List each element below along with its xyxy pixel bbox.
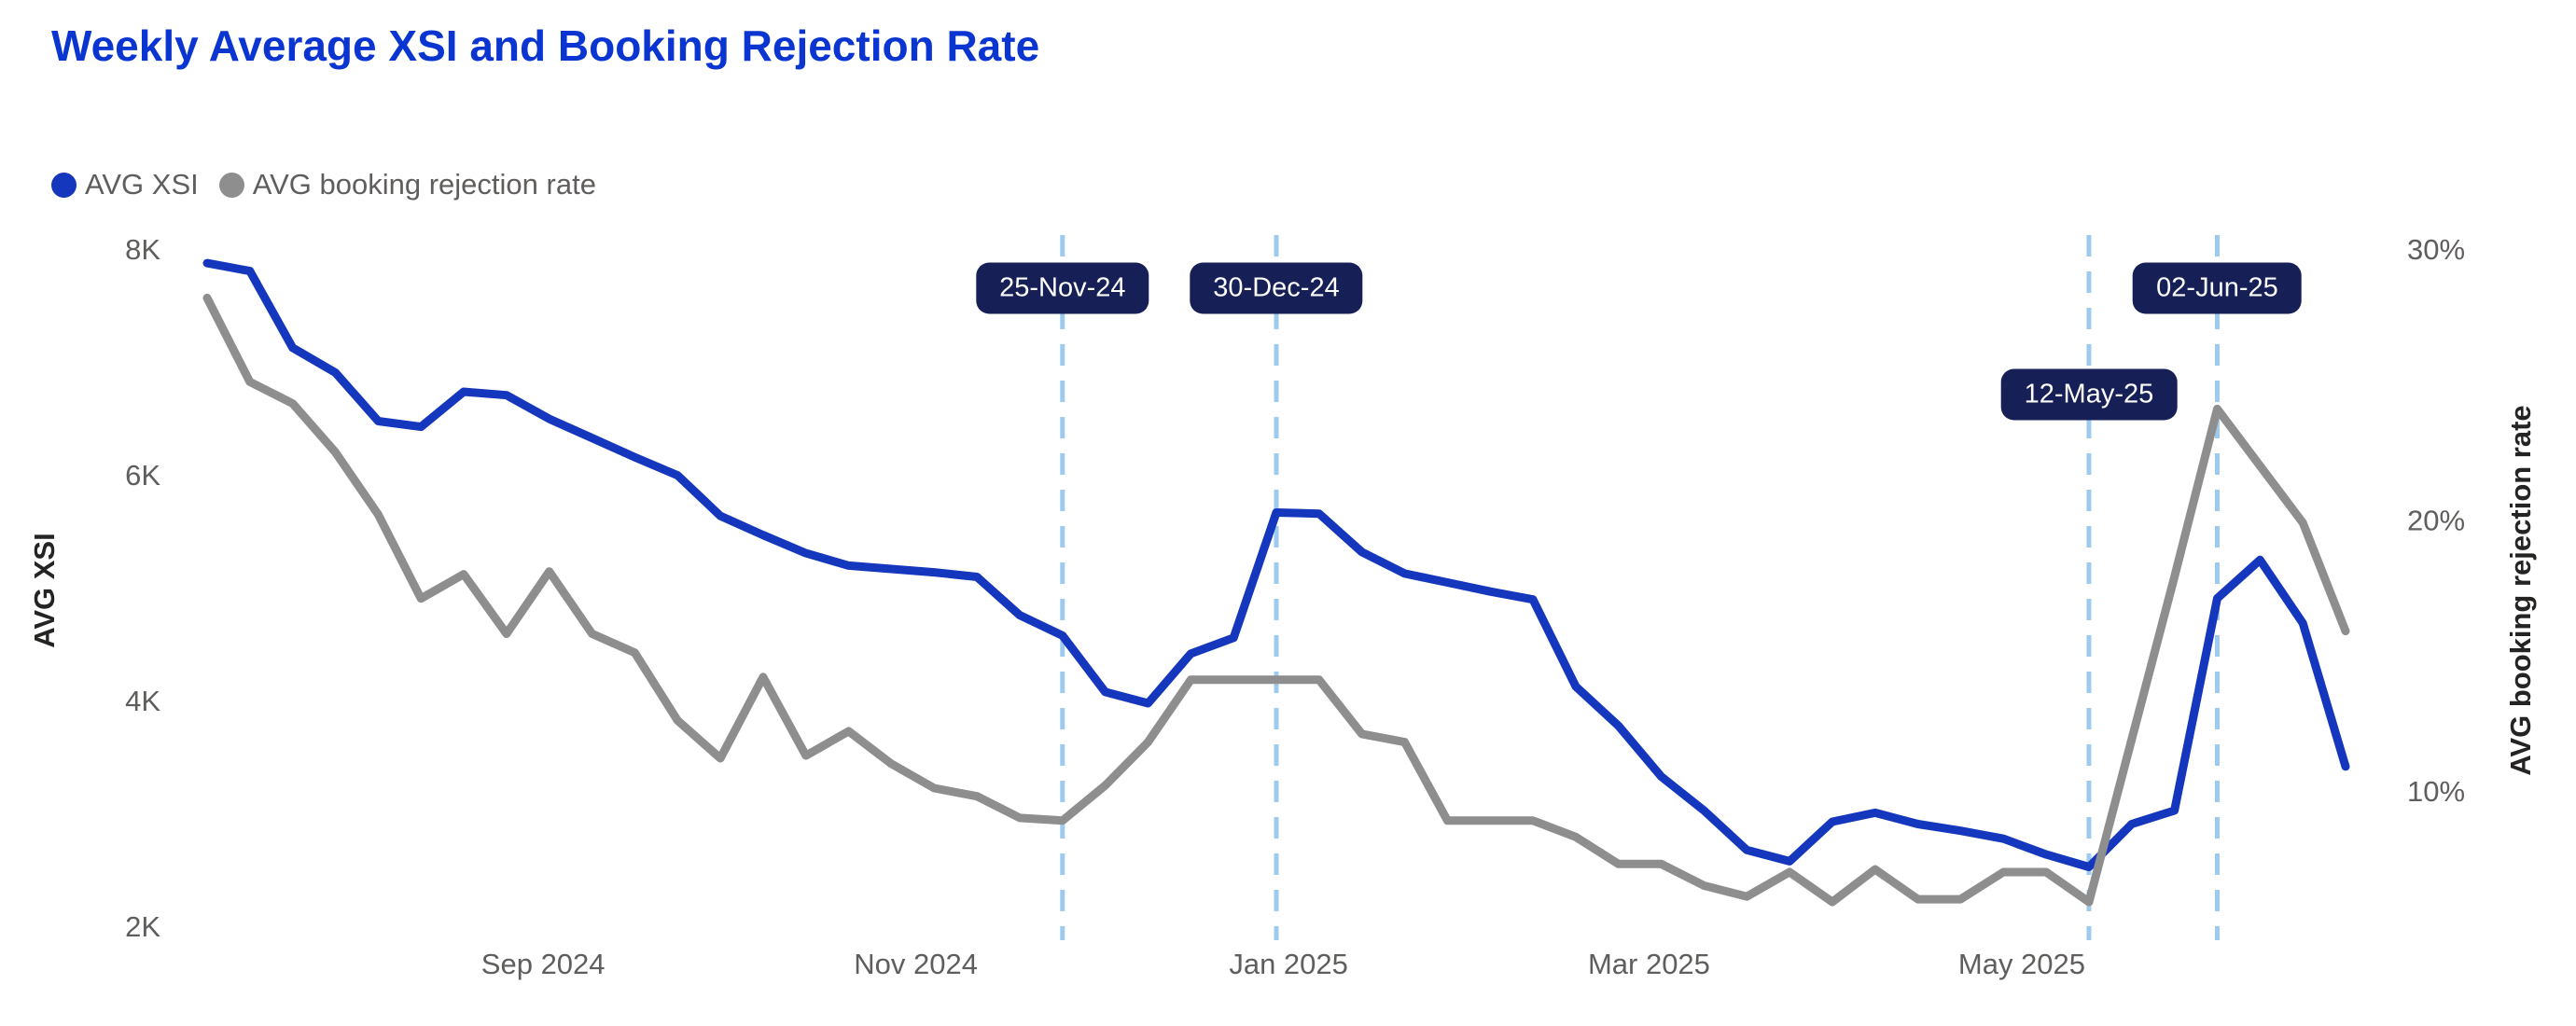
legend-item-avg-booking-rejection-rate[interactable]: AVG booking rejection rate bbox=[218, 168, 596, 201]
x-axis-tick-label: Mar 2025 bbox=[1588, 948, 1710, 980]
chart-title: Weekly Average XSI and Booking Rejection… bbox=[51, 21, 1040, 70]
legend: AVG XSI AVG booking rejection rate bbox=[51, 168, 617, 201]
legend-item-avg-xsi[interactable]: AVG XSI bbox=[51, 168, 199, 201]
right-axis-tick-label: 20% bbox=[2407, 505, 2465, 537]
left-axis-tick-label: 6K bbox=[125, 459, 160, 492]
legend-item-label: AVG booking rejection rate bbox=[252, 168, 596, 201]
left-axis-title: AVG XSI bbox=[28, 533, 61, 647]
left-axis-tick-label: 8K bbox=[125, 233, 160, 266]
rejection-rate-line[interactable] bbox=[202, 293, 2350, 907]
right-axis-title: AVG booking rejection rate bbox=[2504, 405, 2537, 775]
right-axis-tick-label: 30% bbox=[2407, 233, 2465, 266]
xsi-line[interactable] bbox=[202, 258, 2350, 871]
right-axis-tick-label: 10% bbox=[2407, 775, 2465, 808]
x-axis-tick-label: Sep 2024 bbox=[481, 948, 606, 980]
x-axis-tick-label: Jan 2025 bbox=[1229, 948, 1348, 980]
x-axis-tick-label: May 2025 bbox=[1958, 948, 2085, 980]
left-axis-tick-label: 4K bbox=[125, 685, 160, 717]
left-axis-tick-label: 2K bbox=[125, 910, 160, 943]
legend-item-label: AVG XSI bbox=[85, 168, 199, 201]
x-axis-tick-label: Nov 2024 bbox=[854, 948, 978, 980]
legend-dot-icon bbox=[51, 172, 77, 198]
legend-dot-icon bbox=[218, 172, 244, 198]
